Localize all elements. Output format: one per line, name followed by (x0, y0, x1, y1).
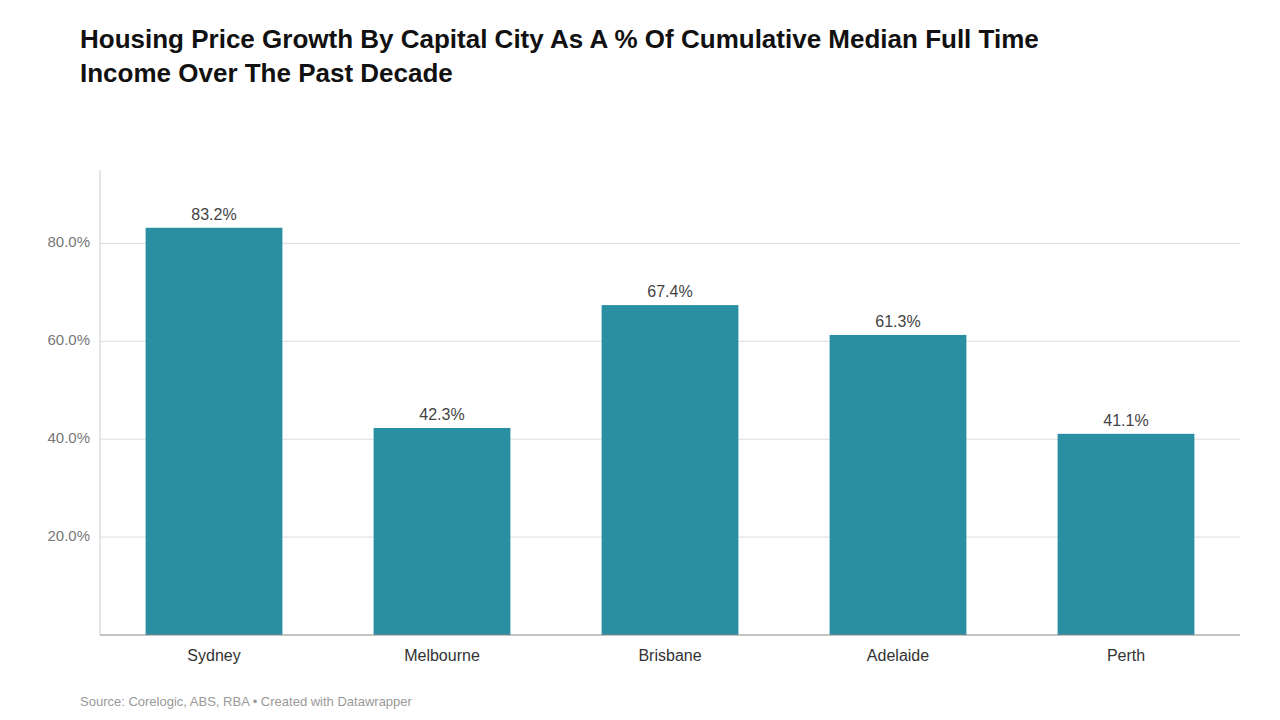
title-line: Income Over The Past Decade (80, 58, 453, 88)
source-note: Source: Corelogic, ABS, RBA • Created wi… (80, 694, 413, 709)
chart-svg: Housing Price Growth By Capital City As … (0, 0, 1280, 720)
y-axis-line (100, 170, 101, 635)
y-tick-label: 20.0% (47, 527, 90, 544)
y-tick-label: 80.0% (47, 233, 90, 250)
y-tick-label: 60.0% (47, 331, 90, 348)
x-tick-labels: Sydney Melbourne Brisbane Adelaide Perth (187, 647, 1145, 664)
bars (146, 228, 1195, 635)
data-labels: 83.2% 42.3% 67.4% 61.3% 41.1% (191, 206, 1148, 429)
data-label: 61.3% (875, 313, 920, 330)
chart-container: Housing Price Growth By Capital City As … (0, 0, 1280, 720)
data-label: 83.2% (191, 206, 236, 223)
data-label: 67.4% (647, 283, 692, 300)
x-tick-label: Brisbane (638, 647, 701, 664)
x-tick-label: Perth (1107, 647, 1145, 664)
x-tick-label: Sydney (187, 647, 240, 664)
bar (146, 228, 283, 635)
y-tick-labels: 20.0% 40.0% 60.0% 80.0% (47, 233, 90, 544)
x-tick-label: Melbourne (404, 647, 480, 664)
data-label: 42.3% (419, 406, 464, 423)
bar (1058, 434, 1195, 635)
title: Housing Price Growth By Capital City As … (80, 24, 1039, 88)
x-tick-label: Adelaide (867, 647, 929, 664)
x-axis-line (100, 635, 1240, 636)
data-label: 41.1% (1103, 412, 1148, 429)
title-line: Housing Price Growth By Capital City As … (80, 24, 1039, 54)
bar (602, 305, 739, 635)
y-tick-label: 40.0% (47, 429, 90, 446)
bar (830, 335, 967, 635)
bar (374, 428, 511, 635)
